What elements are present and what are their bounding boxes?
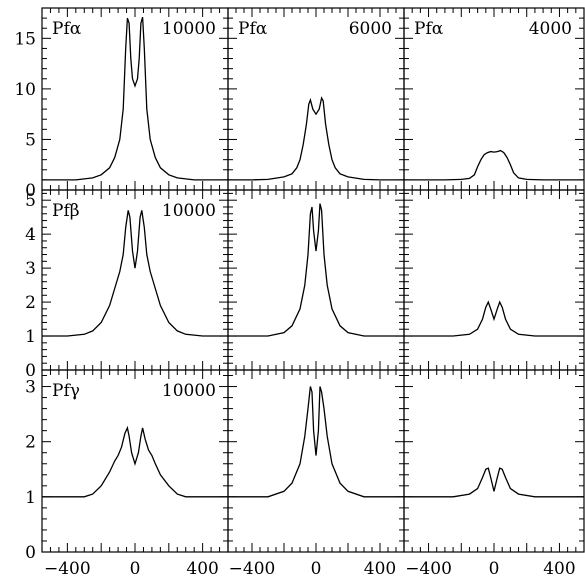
- y-tick-label-r2: 1: [25, 488, 36, 508]
- y-tick-label-r2: 3: [25, 378, 36, 398]
- y-tick-label-r1: 4: [25, 225, 36, 245]
- x-tick-label-c0: −400: [44, 559, 91, 579]
- panel-r1-c1-frame: [227, 189, 405, 371]
- panel-r0-c1-value-label: 6000: [349, 19, 392, 39]
- x-tick-label-c0: 400: [186, 559, 218, 579]
- panel-r0-c2-line-label: Pfα: [414, 19, 444, 39]
- x-tick-label-c1: 400: [364, 559, 396, 579]
- y-tick-label-r2: 0: [25, 543, 36, 563]
- panel-r2-c0-value-label: 10000: [162, 381, 216, 401]
- y-tick-label-r0: 0: [25, 181, 36, 201]
- panel-r0-c0-value-label: 10000: [162, 19, 216, 39]
- x-tick-label-c1: −400: [229, 559, 276, 579]
- y-tick-label-r1: 3: [25, 259, 36, 279]
- panel-r0-c1-profile-line: [228, 96, 404, 181]
- panel-r1-c0-line-label: Pfβ: [52, 201, 80, 221]
- panel-r2-c0-line-label: Pfγ: [52, 381, 80, 401]
- x-tick-label-c0: 0: [130, 559, 141, 579]
- y-tick-label-r1: 0: [25, 361, 36, 381]
- panel-r1-c1-profile-line: [228, 203, 404, 337]
- y-tick-label-r1: 5: [25, 191, 36, 211]
- panel-r0-c2-profile-line: [404, 149, 584, 181]
- panel-r0-c0-profile-line: [42, 16, 228, 181]
- y-tick-label-r0: 5: [25, 130, 36, 150]
- panel-r1-c2-profile-line: [404, 300, 584, 337]
- y-tick-label-r0: 10: [14, 80, 36, 100]
- panel-r2-c2-profile-line: [404, 467, 584, 498]
- x-tick-label-c2: 0: [489, 559, 500, 579]
- panel-r0-c1-line-label: Pfα: [238, 19, 268, 39]
- panel-r1-c2-frame: [403, 189, 585, 371]
- y-tick-label-r1: 2: [25, 293, 36, 313]
- panel-r1-c0-profile-line: [42, 210, 228, 337]
- y-tick-label-r2: 2: [25, 433, 36, 453]
- x-tick-label-c1: 0: [311, 559, 322, 579]
- panel-r2-c2-frame: [403, 369, 585, 553]
- panel-r0-c0-line-label: Pfα: [52, 19, 82, 39]
- panel-r2-c1-profile-line: [228, 386, 404, 498]
- y-tick-label-r1: 1: [25, 327, 36, 347]
- panel-r1-c0-value-label: 10000: [162, 201, 216, 221]
- y-tick-label-r0: 15: [14, 29, 36, 49]
- x-tick-label-c2: 400: [543, 559, 575, 579]
- panel-r2-c0-profile-line: [42, 425, 228, 498]
- panel-r0-c2-value-label: 4000: [529, 19, 572, 39]
- panel-r2-c1-frame: [227, 369, 405, 553]
- x-tick-label-c2: −400: [405, 559, 452, 579]
